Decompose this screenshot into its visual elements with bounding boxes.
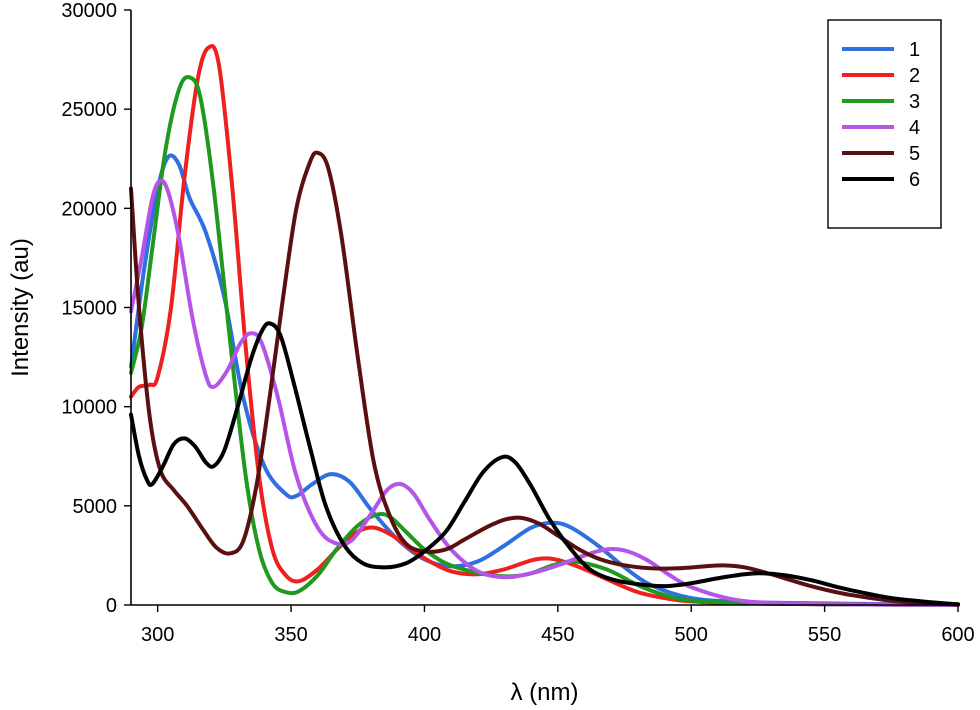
x-axis-ticks: 300 350 400 450 500 550 600 <box>141 605 975 646</box>
y-tick-label: 0 <box>106 595 117 617</box>
legend-label-6: 6 <box>909 169 920 191</box>
plot-curves <box>129 44 960 607</box>
y-tick-label: 5000 <box>73 496 118 518</box>
y-tick-label: 10000 <box>61 397 117 419</box>
series-6-line <box>129 321 960 607</box>
x-tick-label: 600 <box>941 624 974 646</box>
x-tick-label: 550 <box>808 624 841 646</box>
y-tick-label: 30000 <box>61 0 117 22</box>
legend-label-3: 3 <box>909 91 920 113</box>
x-tick-label: 400 <box>408 624 441 646</box>
x-axis-title: λ (nm) <box>511 679 579 706</box>
legend-label-4: 4 <box>909 117 920 139</box>
y-axis-title: Intensity (au) <box>7 238 34 377</box>
y-tick-label: 25000 <box>61 99 117 121</box>
series-5-line <box>129 150 960 607</box>
y-axis-ticks: 0 5000 10000 15000 20000 25000 30000 <box>61 0 131 617</box>
x-tick-label: 500 <box>675 624 708 646</box>
y-tick-label: 20000 <box>61 198 117 220</box>
legend-label-5: 5 <box>909 143 920 165</box>
x-tick-label: 450 <box>541 624 574 646</box>
x-tick-label: 300 <box>141 624 174 646</box>
legend: 1 2 3 4 5 6 <box>827 19 942 229</box>
x-tick-label: 350 <box>274 624 307 646</box>
legend-box <box>827 19 942 229</box>
series-4-line <box>129 178 960 607</box>
legend-label-2: 2 <box>909 65 920 87</box>
y-tick-label: 15000 <box>61 298 117 320</box>
legend-label-1: 1 <box>909 39 920 61</box>
